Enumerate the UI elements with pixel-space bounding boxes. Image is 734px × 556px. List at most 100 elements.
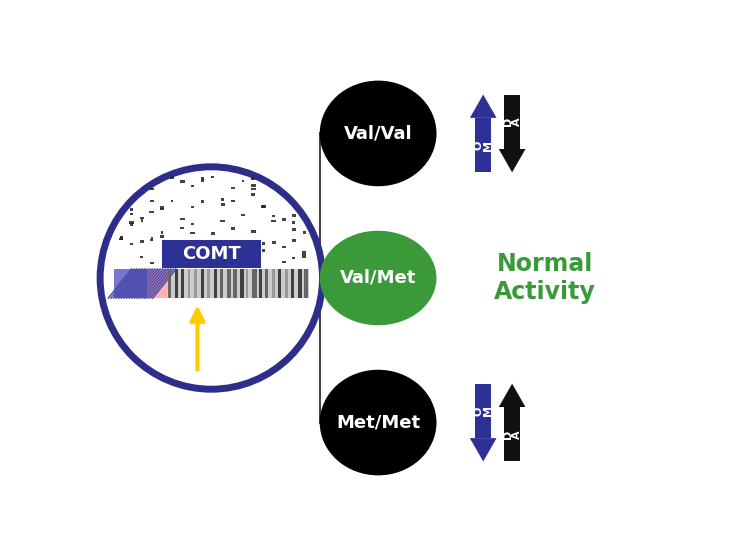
Circle shape bbox=[100, 167, 322, 389]
Bar bbox=[251, 188, 255, 190]
Bar bbox=[292, 214, 296, 217]
Bar bbox=[150, 188, 154, 190]
Bar bbox=[241, 240, 245, 243]
Bar bbox=[266, 269, 268, 298]
Polygon shape bbox=[470, 438, 496, 461]
Bar bbox=[252, 269, 257, 298]
Bar bbox=[170, 176, 175, 179]
Bar bbox=[150, 237, 153, 240]
Bar bbox=[191, 185, 194, 186]
Bar bbox=[233, 269, 237, 298]
Bar bbox=[252, 177, 255, 180]
FancyBboxPatch shape bbox=[161, 240, 261, 268]
Bar bbox=[201, 200, 204, 203]
Bar bbox=[302, 254, 306, 257]
Bar bbox=[201, 244, 204, 246]
Bar bbox=[220, 220, 225, 222]
Bar bbox=[302, 231, 305, 234]
Bar bbox=[272, 241, 275, 244]
Bar bbox=[261, 205, 266, 208]
Bar bbox=[272, 215, 275, 217]
Bar bbox=[214, 269, 217, 298]
Bar bbox=[239, 269, 244, 298]
Bar bbox=[259, 269, 262, 298]
Polygon shape bbox=[470, 95, 496, 118]
Bar bbox=[131, 223, 133, 226]
Bar bbox=[291, 197, 297, 199]
Bar bbox=[285, 269, 288, 298]
Bar bbox=[130, 214, 133, 215]
Bar bbox=[161, 208, 164, 210]
Bar bbox=[261, 249, 265, 252]
Bar bbox=[207, 269, 210, 298]
Bar bbox=[251, 193, 255, 196]
Bar bbox=[241, 180, 244, 182]
Bar bbox=[169, 269, 170, 298]
Bar bbox=[140, 219, 143, 222]
Polygon shape bbox=[499, 149, 526, 172]
Bar bbox=[159, 206, 164, 209]
Bar bbox=[262, 242, 265, 245]
Bar bbox=[241, 214, 245, 216]
Bar bbox=[292, 240, 296, 242]
Bar bbox=[282, 219, 286, 221]
Bar bbox=[282, 246, 286, 248]
Text: C
O
M
T: C O M T bbox=[465, 140, 502, 151]
Bar bbox=[211, 176, 214, 178]
Bar bbox=[190, 232, 195, 234]
Bar bbox=[221, 198, 225, 201]
Bar bbox=[181, 257, 184, 259]
Bar bbox=[139, 217, 144, 219]
Bar bbox=[139, 176, 144, 180]
Bar bbox=[120, 237, 123, 240]
Bar bbox=[192, 206, 194, 208]
Bar bbox=[302, 197, 306, 200]
Bar bbox=[298, 269, 302, 298]
Bar bbox=[200, 263, 204, 265]
Ellipse shape bbox=[320, 81, 437, 186]
Bar bbox=[130, 207, 133, 211]
Bar bbox=[188, 269, 190, 298]
Bar bbox=[230, 227, 236, 230]
Text: C
O
M
T: C O M T bbox=[465, 405, 502, 416]
Bar bbox=[272, 220, 276, 222]
Bar bbox=[191, 222, 194, 225]
Ellipse shape bbox=[320, 231, 437, 325]
Bar bbox=[220, 269, 222, 298]
Bar bbox=[170, 242, 173, 245]
Bar bbox=[292, 257, 295, 259]
Text: D
A: D A bbox=[503, 117, 522, 126]
Bar bbox=[129, 221, 134, 224]
Bar bbox=[171, 200, 173, 202]
Text: Val/Val: Val/Val bbox=[344, 125, 413, 142]
Bar bbox=[201, 177, 204, 180]
Bar bbox=[282, 261, 286, 264]
Bar bbox=[272, 269, 275, 298]
Bar bbox=[304, 269, 308, 298]
Bar bbox=[110, 192, 112, 195]
Bar bbox=[140, 256, 143, 257]
Bar bbox=[120, 237, 123, 240]
Bar bbox=[292, 221, 295, 224]
Bar bbox=[109, 222, 113, 225]
Bar bbox=[109, 210, 113, 212]
Bar bbox=[291, 228, 297, 231]
Bar bbox=[227, 269, 231, 298]
Bar bbox=[150, 211, 154, 214]
Text: Met/Met: Met/Met bbox=[336, 414, 420, 431]
Text: Normal
Activity: Normal Activity bbox=[494, 252, 596, 304]
Bar bbox=[180, 218, 185, 220]
Bar bbox=[110, 205, 112, 208]
Bar bbox=[181, 261, 184, 263]
Bar bbox=[262, 205, 265, 208]
Bar bbox=[278, 269, 281, 298]
Bar bbox=[251, 183, 255, 187]
Bar bbox=[252, 246, 255, 249]
Bar bbox=[161, 235, 164, 239]
Bar bbox=[180, 180, 184, 183]
Bar bbox=[110, 179, 112, 182]
Bar bbox=[504, 407, 520, 461]
Bar bbox=[114, 269, 147, 298]
Bar bbox=[201, 179, 204, 181]
Bar bbox=[241, 253, 246, 256]
